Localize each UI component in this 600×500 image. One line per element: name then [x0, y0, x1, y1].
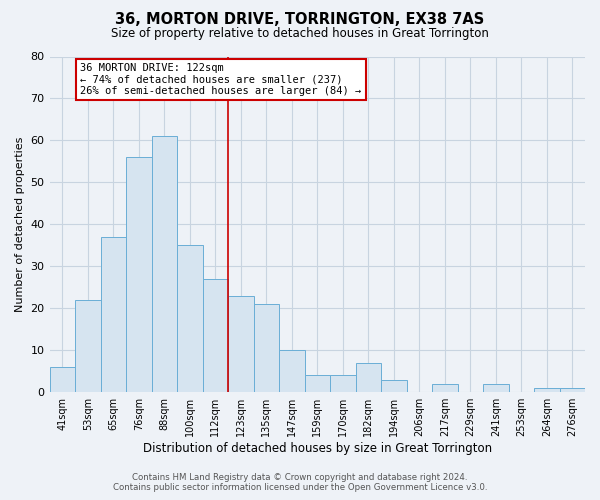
Bar: [203, 279, 228, 392]
Bar: [75, 300, 101, 392]
Bar: [126, 157, 152, 392]
Bar: [305, 376, 330, 392]
Bar: [560, 388, 585, 392]
Bar: [483, 384, 509, 392]
Text: Size of property relative to detached houses in Great Torrington: Size of property relative to detached ho…: [111, 28, 489, 40]
Y-axis label: Number of detached properties: Number of detached properties: [15, 136, 25, 312]
Bar: [254, 304, 279, 392]
Bar: [356, 363, 381, 392]
Bar: [279, 350, 305, 392]
Bar: [381, 380, 407, 392]
X-axis label: Distribution of detached houses by size in Great Torrington: Distribution of detached houses by size …: [143, 442, 492, 455]
Bar: [432, 384, 458, 392]
Bar: [50, 367, 75, 392]
Bar: [101, 237, 126, 392]
Bar: [228, 296, 254, 392]
Text: 36, MORTON DRIVE, TORRINGTON, EX38 7AS: 36, MORTON DRIVE, TORRINGTON, EX38 7AS: [115, 12, 485, 28]
Text: 36 MORTON DRIVE: 122sqm
← 74% of detached houses are smaller (237)
26% of semi-d: 36 MORTON DRIVE: 122sqm ← 74% of detache…: [80, 63, 361, 96]
Bar: [152, 136, 177, 392]
Bar: [534, 388, 560, 392]
Bar: [330, 376, 356, 392]
Text: Contains HM Land Registry data © Crown copyright and database right 2024.
Contai: Contains HM Land Registry data © Crown c…: [113, 473, 487, 492]
Bar: [177, 246, 203, 392]
